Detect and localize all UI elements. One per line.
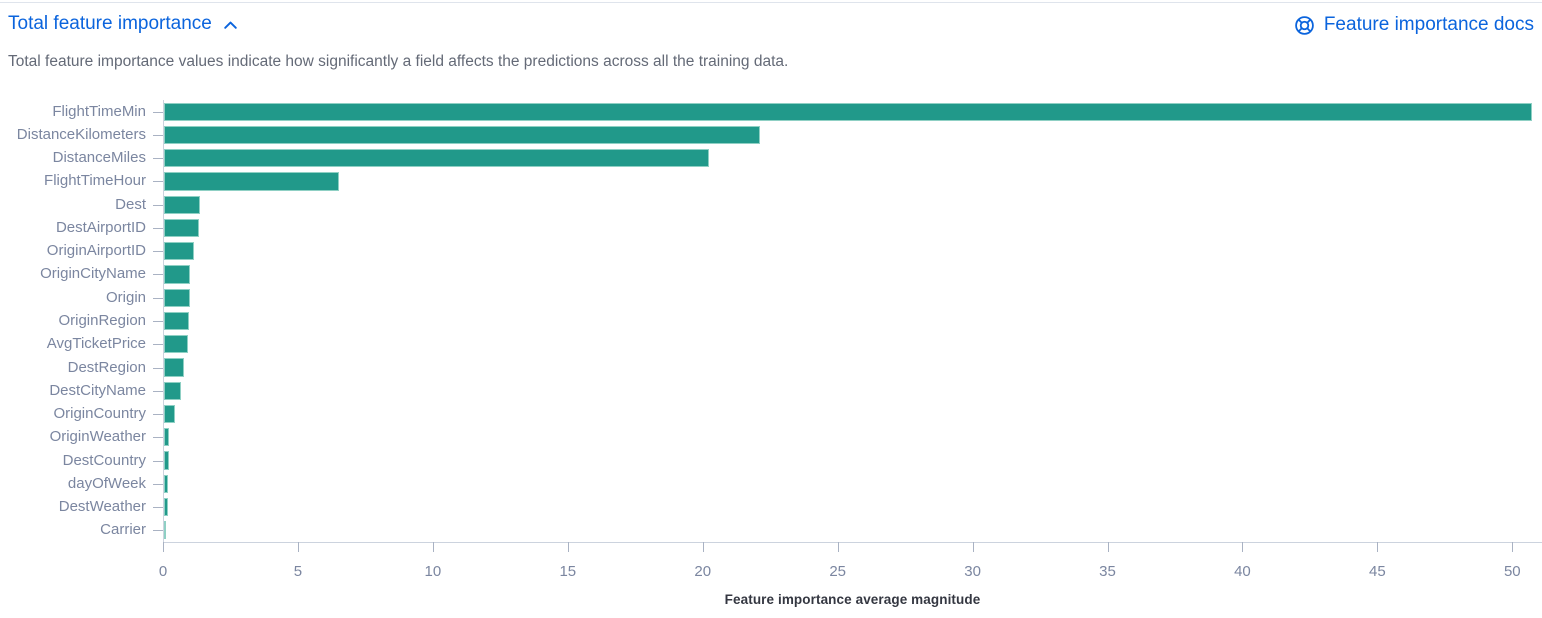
x-axis-title: Feature importance average magnitude bbox=[724, 592, 981, 607]
x-axis-tick bbox=[297, 542, 299, 552]
x-axis-tick bbox=[1107, 542, 1109, 552]
y-axis-tick bbox=[153, 181, 163, 183]
bar-FlightTimeHour[interactable] bbox=[164, 172, 340, 191]
bar-Origin[interactable] bbox=[164, 288, 190, 307]
bar-DistanceMiles[interactable] bbox=[164, 149, 710, 168]
y-axis-label: DestAirportID bbox=[55, 218, 146, 236]
bar-DistanceKilometers[interactable] bbox=[164, 125, 761, 144]
x-axis-tick-label: 40 bbox=[1234, 563, 1251, 580]
x-axis-tick bbox=[567, 542, 569, 552]
bar-OriginCountry[interactable] bbox=[164, 404, 176, 424]
y-axis-label: OriginRegion bbox=[58, 312, 146, 329]
y-axis-label: dayOfWeek bbox=[67, 474, 146, 492]
y-axis-label: DestCountry bbox=[62, 451, 146, 469]
bar-DestWeather[interactable] bbox=[164, 497, 168, 517]
x-axis-tick-label: 30 bbox=[964, 563, 981, 580]
x-axis-tick-label: 50 bbox=[1503, 563, 1521, 580]
x-axis-tick-label: 20 bbox=[694, 563, 712, 580]
y-axis-label: DistanceKilometers bbox=[16, 125, 146, 143]
x-axis-tick-label: 25 bbox=[829, 563, 846, 580]
x-axis-tick bbox=[1377, 542, 1379, 552]
x-axis-tick-label: 35 bbox=[1099, 563, 1116, 580]
bar-DestAirportID[interactable] bbox=[164, 218, 200, 238]
y-axis-label: OriginAirportID bbox=[46, 242, 146, 260]
section-description: Total feature importance values indicate… bbox=[8, 53, 789, 70]
x-axis-tick-label: 10 bbox=[424, 563, 442, 580]
help-lifebuoy-icon bbox=[1294, 15, 1315, 36]
x-axis-tick bbox=[972, 542, 974, 552]
y-axis-label: Dest bbox=[115, 195, 146, 213]
y-axis-tick bbox=[153, 437, 163, 439]
y-axis-tick bbox=[153, 460, 163, 462]
bar-OriginRegion[interactable] bbox=[164, 311, 189, 331]
y-axis-label: OriginCityName bbox=[40, 265, 146, 283]
y-axis-label: FlightTimeMin bbox=[52, 102, 146, 120]
y-axis-tick bbox=[153, 414, 163, 416]
y-axis-label: OriginCountry bbox=[53, 405, 146, 423]
y-axis-label: Carrier bbox=[100, 521, 146, 539]
y-axis-line bbox=[163, 100, 164, 542]
y-axis-tick bbox=[153, 483, 163, 485]
panel-top-divider bbox=[0, 2, 1542, 3]
docs-link-label: Feature importance docs bbox=[1323, 13, 1534, 35]
bar-Dest[interactable] bbox=[164, 195, 201, 214]
y-axis-tick bbox=[153, 134, 163, 136]
bar-dayOfWeek[interactable] bbox=[164, 474, 168, 493]
section-title: Total feature importance bbox=[8, 13, 212, 34]
y-axis-tick bbox=[153, 530, 163, 532]
y-axis-label: DestCityName bbox=[49, 381, 146, 399]
y-axis-tick bbox=[153, 321, 163, 322]
x-axis-tick bbox=[1512, 542, 1514, 552]
bar-FlightTimeMin[interactable] bbox=[164, 102, 1533, 121]
y-axis-label: Origin bbox=[105, 288, 146, 306]
bar-DestRegion[interactable] bbox=[164, 358, 184, 377]
x-axis-tick bbox=[837, 542, 839, 552]
y-axis-tick bbox=[153, 367, 163, 369]
y-axis-tick bbox=[153, 111, 163, 113]
y-axis-label: DestWeather bbox=[58, 498, 146, 516]
x-axis-tick bbox=[1242, 542, 1244, 552]
y-axis-tick bbox=[153, 204, 163, 206]
bar-OriginWeather[interactable] bbox=[164, 428, 170, 447]
feature-importance-docs-link[interactable]: Feature importance docs bbox=[1294, 13, 1534, 36]
bar-OriginAirportID[interactable] bbox=[164, 242, 194, 261]
y-axis-tick bbox=[153, 344, 163, 346]
x-axis-tick bbox=[163, 542, 164, 552]
bar-OriginCityName[interactable] bbox=[164, 265, 191, 284]
y-axis-tick bbox=[153, 251, 163, 253]
x-axis-tick bbox=[432, 542, 434, 552]
y-axis-tick bbox=[153, 390, 163, 392]
bar-DestCityName[interactable] bbox=[164, 381, 181, 400]
y-axis-tick bbox=[153, 158, 163, 160]
y-axis-tick bbox=[153, 297, 163, 299]
chevron-up-icon bbox=[222, 17, 239, 34]
y-axis-tick bbox=[153, 227, 163, 229]
x-axis-tick-label: 5 bbox=[293, 563, 303, 580]
x-axis-tick-label: 45 bbox=[1369, 563, 1386, 580]
bar-DestCountry[interactable] bbox=[164, 451, 169, 470]
bar-Carrier[interactable] bbox=[164, 521, 166, 540]
y-axis-label: DistanceMiles bbox=[52, 149, 146, 167]
y-axis-tick bbox=[153, 507, 163, 509]
bar-AvgTicketPrice[interactable] bbox=[164, 335, 188, 354]
x-axis-line bbox=[163, 542, 1542, 543]
y-axis-tick bbox=[153, 274, 163, 276]
x-axis-tick-label: 15 bbox=[559, 563, 577, 580]
total-feature-importance-toggle[interactable]: Total feature importance bbox=[8, 13, 239, 35]
y-axis-label: DestRegion bbox=[67, 358, 146, 376]
y-axis-label: AvgTicketPrice bbox=[46, 335, 146, 353]
x-axis-tick bbox=[702, 542, 704, 552]
x-axis-tick-label: 0 bbox=[158, 563, 168, 580]
y-axis-label: FlightTimeHour bbox=[44, 172, 146, 190]
y-axis-label: OriginWeather bbox=[49, 428, 146, 446]
